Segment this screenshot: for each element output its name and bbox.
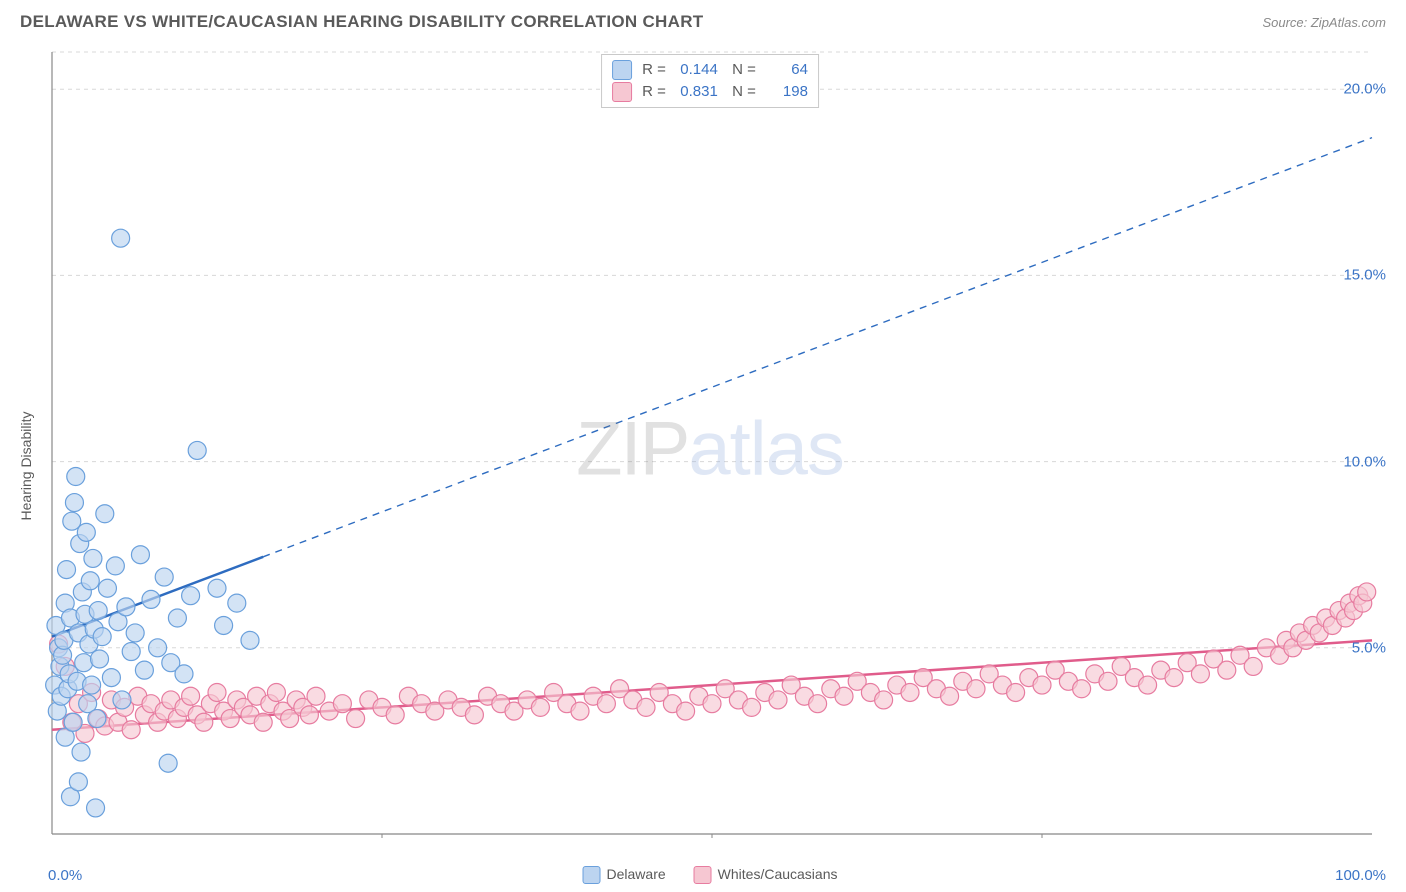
stats-r-key: R = xyxy=(642,59,666,81)
legend-swatch xyxy=(612,60,632,80)
stats-n-value: 198 xyxy=(762,81,808,103)
stats-legend: R = 0.144 N = 64 R = 0.831 N = 198 xyxy=(601,54,819,108)
series-legend-item: Delaware xyxy=(583,866,666,884)
x-max-label: 100.0% xyxy=(1335,867,1386,884)
stats-n-key: N = xyxy=(724,59,756,81)
stats-legend-row: R = 0.144 N = 64 xyxy=(612,59,808,81)
series-legend: Delaware Whites/Caucasians xyxy=(583,866,838,884)
series-legend-label: Whites/Caucasians xyxy=(718,866,838,882)
stats-r-value: 0.831 xyxy=(672,81,718,103)
stats-n-key: N = xyxy=(724,81,756,103)
y-tick-label: 10.0% xyxy=(1343,453,1386,470)
stats-r-value: 0.144 xyxy=(672,59,718,81)
stats-legend-row: R = 0.831 N = 198 xyxy=(612,81,808,103)
y-tick-label: 20.0% xyxy=(1343,81,1386,98)
y-axis-label: Hearing Disability xyxy=(18,412,34,521)
legend-swatch xyxy=(583,866,601,884)
scatter-chart xyxy=(30,46,1390,838)
legend-swatch xyxy=(694,866,712,884)
series-legend-item: Whites/Caucasians xyxy=(694,866,838,884)
y-tick-label: 15.0% xyxy=(1343,267,1386,284)
legend-swatch xyxy=(612,82,632,102)
x-min-label: 0.0% xyxy=(48,867,82,884)
header: DELAWARE VS WHITE/CAUCASIAN HEARING DISA… xyxy=(0,0,1406,40)
y-tick-label: 5.0% xyxy=(1352,639,1386,656)
stats-n-value: 64 xyxy=(762,59,808,81)
source-label: Source: ZipAtlas.com xyxy=(1262,15,1386,30)
stats-r-key: R = xyxy=(642,81,666,103)
chart-container: Hearing Disability ZIPatlas R =0.144 N =… xyxy=(30,46,1390,886)
series-legend-label: Delaware xyxy=(607,866,666,882)
chart-title: DELAWARE VS WHITE/CAUCASIAN HEARING DISA… xyxy=(20,12,703,32)
